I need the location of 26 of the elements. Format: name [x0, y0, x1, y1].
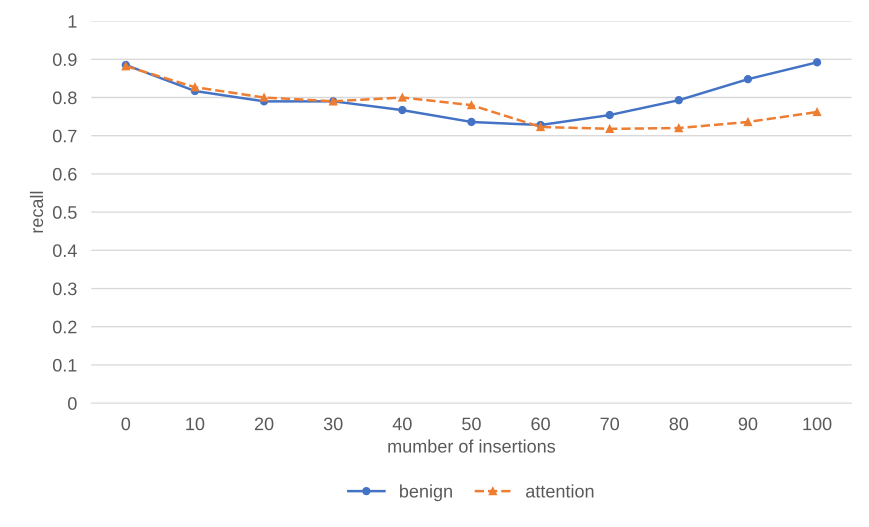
y-tick-label: 0.7	[52, 130, 76, 142]
y-axis-title: recall	[30, 192, 44, 232]
y-tick-label: 0.9	[52, 53, 77, 66]
x-tick-label: 50	[462, 418, 481, 430]
x-tick-label: 100	[803, 418, 832, 430]
x-tick-label: 80	[670, 418, 688, 430]
x-tick-label: 30	[324, 418, 343, 430]
y-tick-label: 0.2	[52, 320, 76, 334]
y-tick-label: 0.1	[52, 358, 76, 372]
y-tick-label: 0.6	[52, 168, 77, 181]
y-tick-label: 0.5	[52, 206, 77, 219]
y-tick-label: 0.8	[52, 91, 77, 104]
x-tick-label: 60	[531, 418, 550, 430]
y-tick-label: 0.3	[52, 282, 77, 296]
y-tick-label: 0.4	[52, 244, 77, 258]
x-tick-label: 10	[186, 418, 204, 430]
legend-label: benign	[400, 484, 452, 502]
x-axis-title: mumber of insertions	[388, 439, 556, 453]
y-tick-label: 0	[68, 397, 77, 410]
x-tick-label: 20	[254, 418, 274, 430]
x-tick-label: 70	[600, 418, 620, 430]
legend-label: attention	[526, 484, 594, 498]
x-tick-label: 90	[738, 418, 758, 430]
y-tick-label: 1	[68, 15, 76, 28]
x-tick-label: 0	[121, 418, 130, 430]
x-tick-label: 40	[392, 418, 412, 430]
